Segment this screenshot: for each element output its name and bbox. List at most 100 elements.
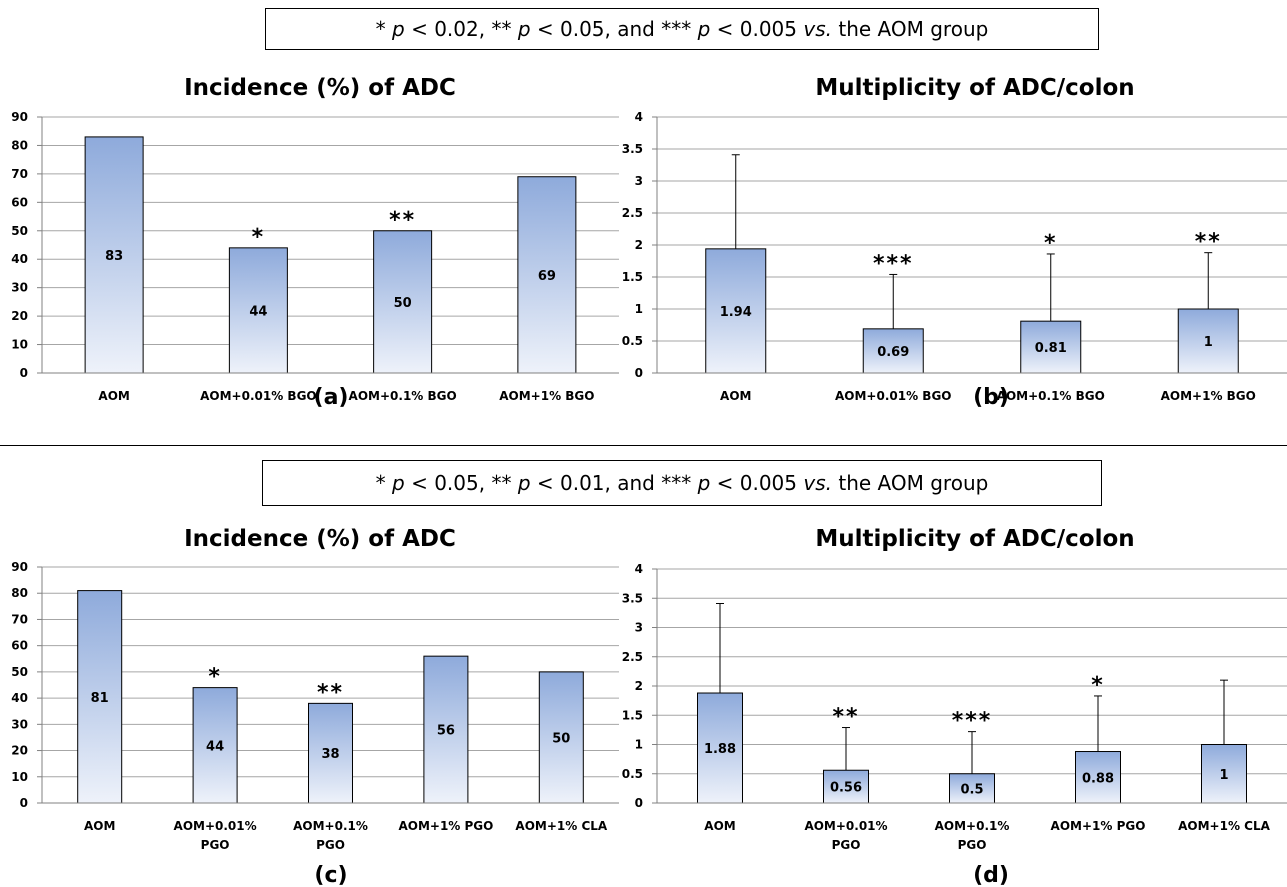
chart-title: Multiplicity of ADC/colon [815,75,1134,101]
note-text: < 0.02, ** [404,17,518,41]
note-text: p [392,17,405,41]
y-tick-label: 80 [11,138,28,152]
significance-marker: ** [1195,230,1222,255]
data-label: 0.81 [1035,341,1067,356]
significance-note-bottom: * p < 0.05, ** p < 0.01, and *** p < 0.0… [262,460,1102,506]
y-tick-label: 4 [635,110,643,124]
data-label: 1.88 [704,742,736,757]
y-tick-label: 1 [635,302,643,316]
data-label: 0.56 [830,781,862,796]
bar [538,671,584,804]
significance-marker: ** [389,208,416,233]
bar [517,176,577,374]
note-text: < 0.05, ** [404,471,518,495]
note-text: vs. [803,17,832,41]
panel-label: (a) [314,385,349,410]
note-text: < 0.005 [710,471,804,495]
bar [862,328,924,374]
panel-label: (b) [973,385,1009,410]
x-tick-label: AOM+1% BGO [1161,389,1256,403]
bar [228,247,288,374]
chart-title: Incidence (%) of ADC [184,526,456,552]
data-label: 50 [394,296,412,311]
data-label: 1.94 [720,305,752,320]
significance-marker: * [252,225,266,250]
y-tick-label: 10 [11,338,28,352]
note-text: < 0.005 [710,17,804,41]
bar [1177,308,1239,374]
data-label: 50 [552,731,570,746]
y-tick-label: 4 [635,562,643,576]
y-tick-label: 3.5 [622,591,643,605]
y-tick-label: 2 [635,679,643,693]
x-tick-label: AOM+1% CLA [515,819,607,833]
y-tick-label: 0.5 [622,334,643,348]
x-tick-label: PGO [832,838,861,852]
x-tick-label: PGO [316,838,345,852]
y-tick-label: 3 [635,174,643,188]
bar [308,702,353,804]
y-tick-label: 0 [635,366,643,380]
x-tick-label: AOM [98,389,129,403]
data-label: 83 [105,249,123,264]
significance-note-top: * p < 0.02, ** p < 0.05, and *** p < 0.0… [265,8,1099,50]
y-tick-label: 10 [11,770,28,784]
note-text: p [697,17,711,41]
x-tick-label: PGO [201,838,230,852]
y-tick-label: 0 [20,796,28,810]
x-tick-label: AOM+1% PGO [1051,819,1146,833]
x-tick-label: AOM+1% PGO [398,819,493,833]
data-label: 81 [91,691,109,706]
note-text: p [392,471,405,495]
panel-label: (c) [314,863,347,887]
bar [373,230,433,374]
x-tick-label: AOM+1% CLA [1178,819,1270,833]
bar [84,136,144,374]
y-tick-label: 2 [635,238,643,252]
note-text: * [375,471,393,495]
y-tick-label: 30 [11,281,28,295]
data-label: 0.69 [877,345,909,360]
y-tick-label: 80 [11,586,28,600]
y-tick-label: 30 [11,717,28,731]
significance-marker: * [208,665,222,690]
y-tick-label: 70 [11,167,28,181]
note-text: < 0.01, and *** [530,471,698,495]
note-text: p [517,471,531,495]
x-tick-label: AOM+0.01% [804,819,887,833]
data-label: 44 [206,739,224,754]
y-tick-label: 1.5 [622,270,643,284]
section-divider [0,445,1287,446]
data-label: 0.88 [1082,771,1114,786]
note-text: vs. [803,471,832,495]
x-tick-label: AOM [84,819,115,833]
x-tick-label: AOM [720,389,751,403]
x-tick-label: PGO [958,838,987,852]
x-tick-label: AOM [704,819,735,833]
y-tick-label: 90 [11,560,28,574]
y-tick-label: 0 [20,366,28,380]
y-tick-label: 60 [11,639,28,653]
x-tick-label: AOM+0.1% [293,819,368,833]
note-text: < 0.05, and *** [530,17,698,41]
x-tick-label: AOM+0.01% [174,819,257,833]
y-tick-label: 1.5 [622,708,643,722]
note-text: the AOM group [832,17,989,41]
y-tick-label: 2.5 [622,206,643,220]
significance-marker: * [1044,231,1058,256]
bar [77,590,123,804]
chart-title: Incidence (%) of ADC [184,75,456,101]
x-tick-label: AOM+0.1% [935,819,1010,833]
bar [823,769,869,804]
y-tick-label: 40 [11,252,28,266]
bar [1075,751,1121,804]
y-tick-label: 70 [11,612,28,626]
significance-marker: ** [317,680,344,705]
data-label: 38 [321,747,339,762]
x-tick-label: AOM+0.1% BGO [997,389,1105,403]
y-tick-label: 1 [635,738,643,752]
significance-marker: ** [832,705,859,730]
y-tick-label: 50 [11,665,28,679]
data-label: 56 [437,724,455,739]
